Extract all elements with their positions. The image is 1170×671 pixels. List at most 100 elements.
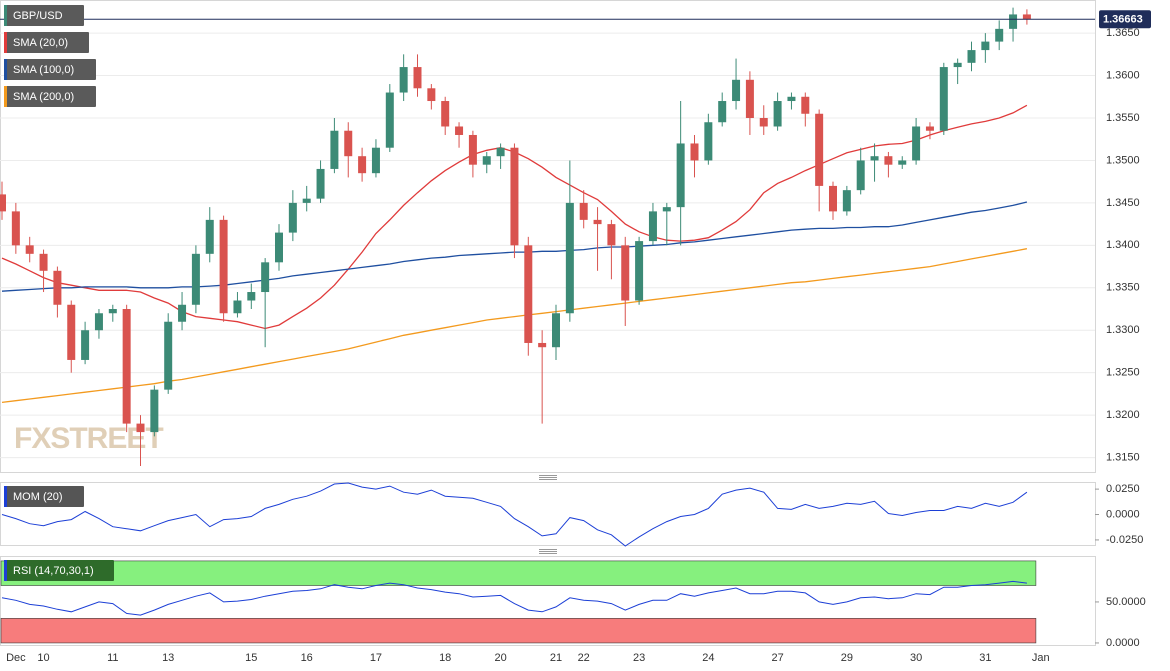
x-tick-label: Dec (6, 652, 26, 664)
candle-body (690, 143, 699, 161)
candle-body (939, 67, 948, 131)
y-tick-label: 1.3250 (1106, 367, 1140, 379)
x-tick-label: 31 (979, 652, 991, 664)
legend-label: SMA (100,0) (13, 64, 74, 76)
candle-body (732, 79, 741, 102)
x-tick-label: Jan (1032, 652, 1050, 664)
x-tick-label: 15 (245, 652, 257, 664)
x-tick-label: 13 (162, 652, 174, 664)
candle-body (0, 194, 6, 212)
candle-body (787, 96, 796, 102)
candle-body (496, 147, 505, 157)
candle-body (385, 92, 394, 148)
legend-box (4, 486, 84, 507)
legend-swatch (4, 59, 7, 80)
x-tick-label: 10 (37, 652, 49, 664)
y-tick-label: 1.3200 (1106, 409, 1140, 421)
x-tick-label: 29 (841, 652, 853, 664)
legend-box (4, 32, 89, 53)
candle-body (524, 245, 533, 343)
last-price-label: 1.36663 (1103, 14, 1143, 26)
candle-body (593, 219, 602, 225)
candle-body (219, 219, 228, 314)
y-tick-label: 1.3350 (1106, 282, 1140, 294)
candle-body (829, 185, 837, 212)
candle-body (81, 330, 90, 360)
candle-body (261, 262, 270, 293)
y-tick-label: 1.3400 (1106, 239, 1140, 251)
candle-body (53, 270, 62, 305)
candle-body (815, 113, 824, 186)
x-tick-label: 20 (494, 652, 506, 664)
candle-body (1022, 14, 1031, 20)
candle-body (108, 309, 117, 314)
candle-body (565, 202, 574, 314)
candle-body (510, 147, 519, 246)
legend-swatch (4, 86, 7, 107)
candle-body (482, 156, 491, 165)
candle-body (247, 292, 256, 301)
candle-body (759, 118, 768, 127)
candle-body (468, 134, 477, 165)
x-tick-label: 22 (578, 652, 590, 664)
legend-swatch (4, 486, 7, 507)
candle-body (330, 130, 339, 169)
x-tick-label: 11 (107, 652, 118, 664)
candle-body (25, 245, 34, 254)
candle-body (856, 160, 865, 191)
x-tick-label: 21 (550, 652, 562, 664)
indicator-line (1, 580, 1027, 616)
x-tick-label: 16 (301, 652, 313, 664)
candle-body (288, 202, 297, 233)
x-tick-label: 23 (633, 652, 645, 664)
last-price-box (1099, 10, 1151, 29)
candle-body (136, 423, 145, 433)
candle-body (11, 211, 20, 246)
candle-body (67, 304, 76, 360)
candle-body (122, 309, 131, 424)
candle-body (912, 126, 921, 161)
y-tick-label: 0.0250 (1106, 483, 1140, 495)
y-tick-label: 1.3500 (1106, 154, 1140, 166)
y-tick-label: -0.0250 (1106, 534, 1143, 546)
candle-body (898, 160, 907, 165)
legend-label: SMA (20,0) (13, 37, 68, 49)
panel-grip[interactable] (539, 549, 557, 554)
candle-body (579, 202, 588, 220)
candle-body (316, 168, 325, 199)
panel-grip[interactable] (539, 475, 557, 480)
price-panel (0, 0, 1096, 473)
y-tick-label: 0.0000 (1106, 508, 1140, 520)
candle-body (704, 122, 713, 161)
candle-body (1009, 14, 1018, 29)
candle-body (718, 101, 727, 123)
candle-body (178, 304, 187, 322)
indicator-band (0, 618, 1037, 644)
candle-body (302, 198, 311, 203)
indicator-band (0, 560, 1037, 586)
legend-label: RSI (14,70,30,1) (13, 565, 94, 577)
candle-body (953, 62, 962, 68)
candle-body (150, 389, 159, 433)
candle-body (205, 219, 214, 254)
candle-body (275, 232, 283, 263)
indicator-line (1, 482, 1028, 547)
candle-body (662, 207, 671, 212)
candle-body (635, 241, 644, 301)
legend-swatch (4, 32, 7, 53)
candle-body (233, 300, 242, 314)
candle-body (967, 50, 976, 63)
candle-body (870, 156, 879, 161)
legend-label: SMA (200,0) (13, 91, 74, 103)
y-tick-label: 1.3300 (1106, 324, 1140, 336)
legend-box (4, 86, 96, 107)
y-tick-label: 50.0000 (1106, 596, 1146, 608)
legend-label: GBP/USD (13, 10, 63, 22)
x-tick-label: 17 (370, 652, 382, 664)
candle-body (191, 253, 200, 305)
candle-body (981, 41, 990, 51)
y-tick-label: 1.3150 (1106, 451, 1140, 463)
candle-body (842, 190, 851, 212)
x-tick-label: 27 (771, 652, 783, 664)
